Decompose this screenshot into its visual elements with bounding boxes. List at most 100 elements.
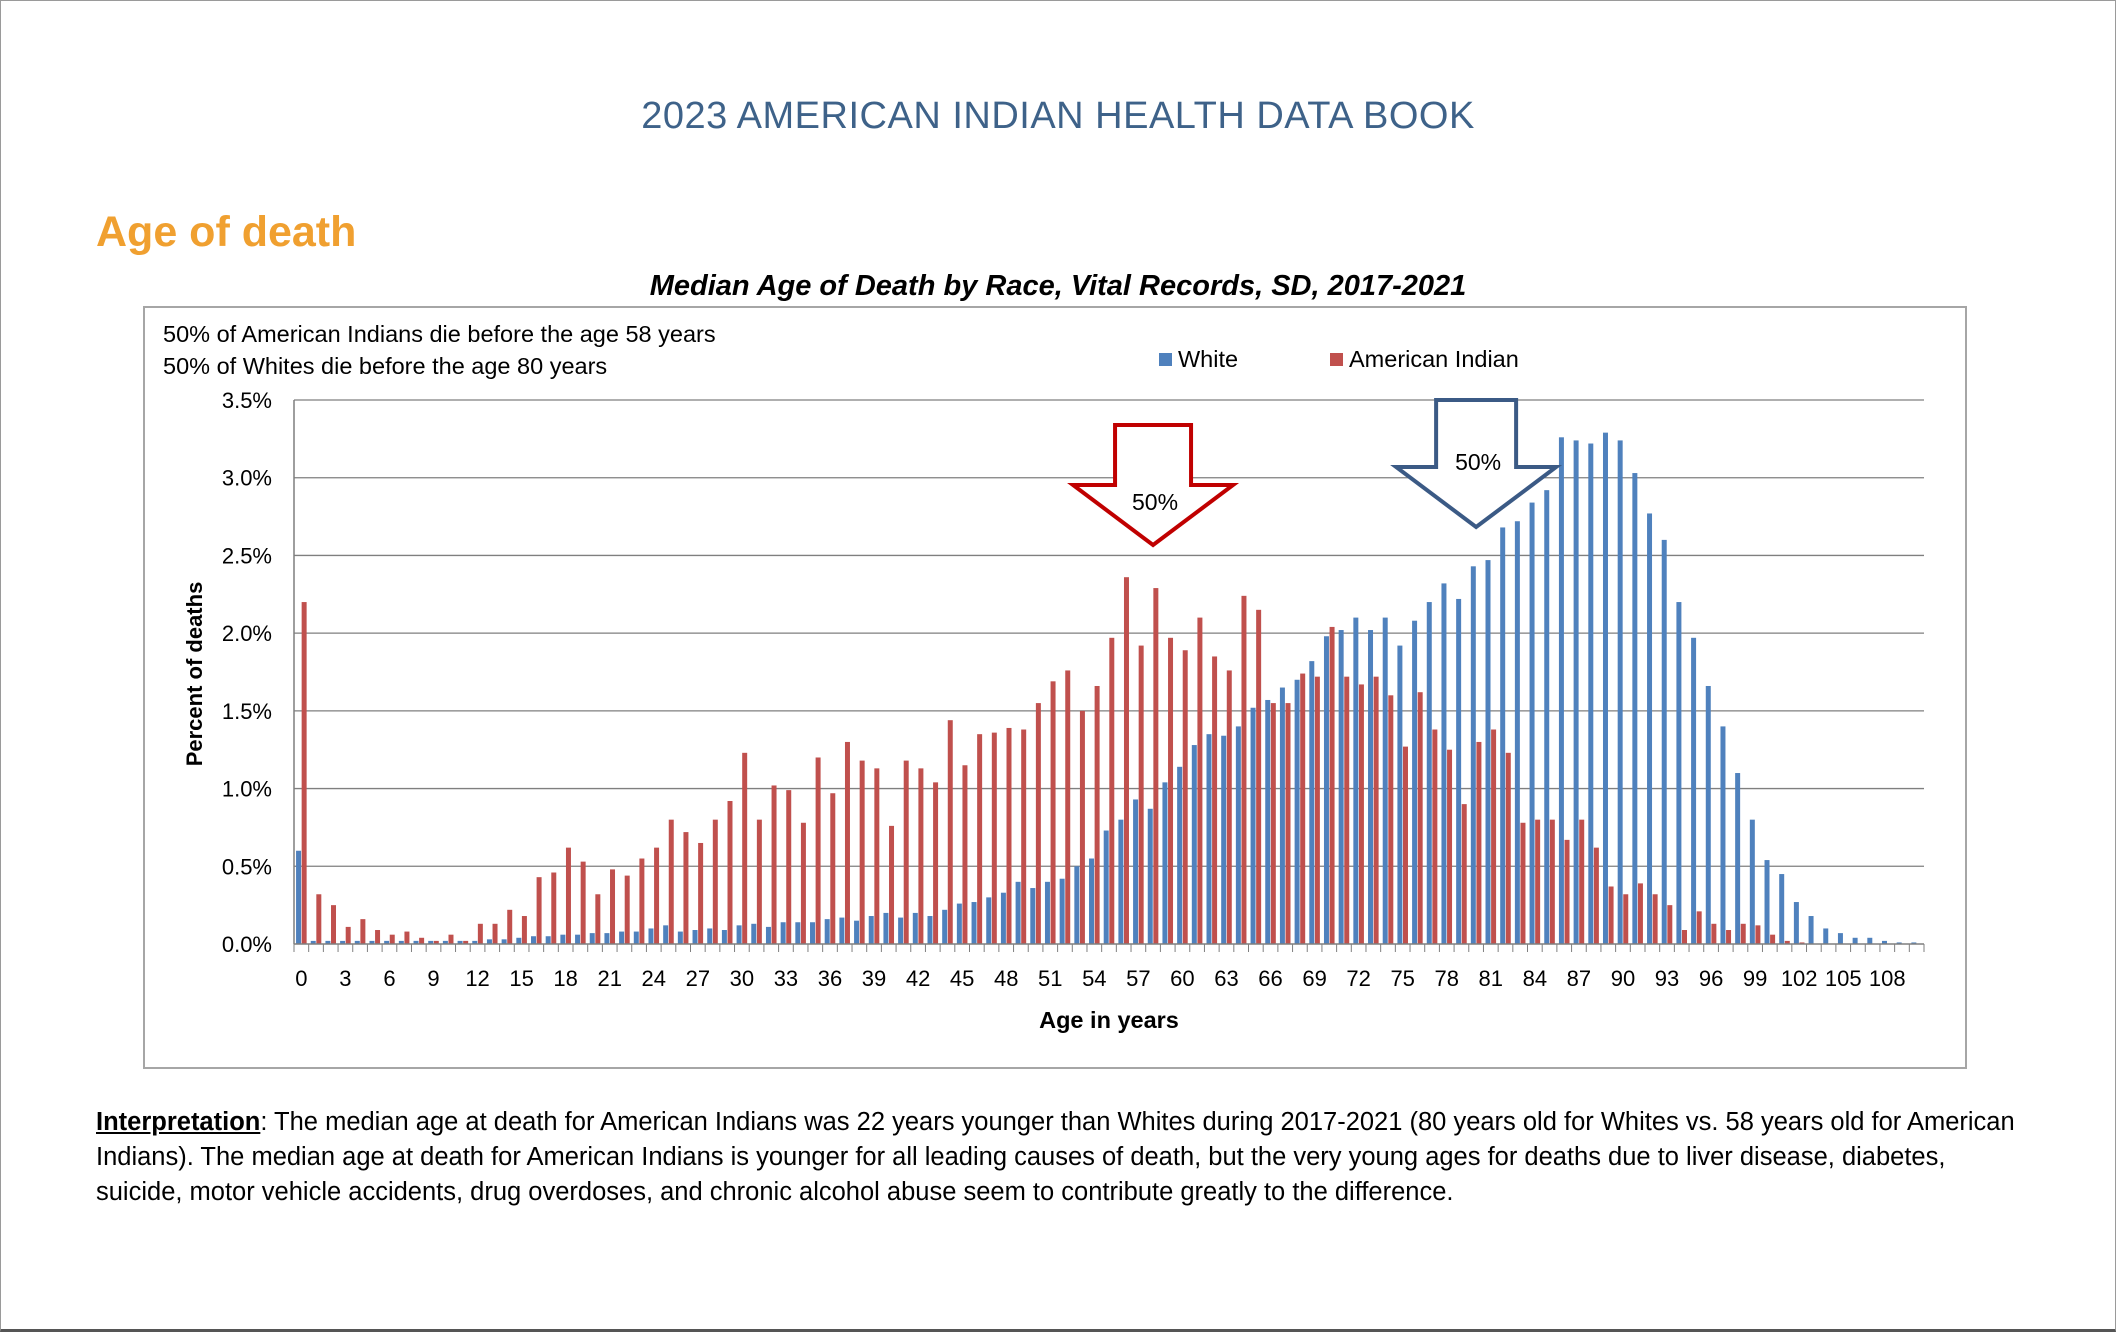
bar-white — [1588, 443, 1594, 944]
bar-american-indian — [1593, 847, 1599, 944]
bar-american-indian — [1079, 710, 1085, 944]
bar-american-indian — [1461, 804, 1467, 944]
bar-american-indian — [1696, 911, 1702, 944]
bar-white — [1896, 942, 1902, 944]
bar-white — [1030, 888, 1036, 944]
bar-american-indian — [1667, 905, 1673, 944]
bar-american-indian — [1770, 934, 1776, 944]
x-tick-label: 105 — [1825, 966, 1862, 991]
bar-white — [677, 931, 683, 944]
bar-white — [1177, 766, 1183, 944]
bar-american-indian — [316, 894, 322, 944]
bar-american-indian — [1623, 894, 1629, 944]
bar-american-indian — [1300, 673, 1306, 944]
legend-label-american-indian: American Indian — [1349, 346, 1519, 372]
bar-american-indian — [1784, 940, 1790, 944]
bar-white — [1529, 502, 1535, 944]
bar-white — [839, 917, 845, 944]
bar-white — [1338, 630, 1344, 944]
bar-white — [1602, 432, 1608, 944]
bar-white — [1074, 866, 1080, 944]
bar-white — [795, 922, 801, 944]
bar-white — [1118, 819, 1124, 944]
bar-american-indian — [536, 877, 542, 944]
bar-american-indian — [800, 822, 806, 944]
bar-white — [1323, 636, 1329, 944]
x-tick-label: 63 — [1214, 966, 1238, 991]
bar-white — [824, 919, 830, 944]
x-tick-label: 51 — [1038, 966, 1062, 991]
x-tick-label: 3 — [339, 966, 351, 991]
bar-white — [986, 897, 992, 944]
bar-white — [1265, 699, 1271, 944]
bar-american-indian — [962, 765, 968, 944]
document-header: 2023 AMERICAN INDIAN HEALTH DATA BOOK — [641, 95, 1475, 137]
bar-american-indian — [1432, 729, 1438, 944]
x-tick-label: 81 — [1479, 966, 1503, 991]
bar-american-indian — [1373, 676, 1379, 944]
bar-american-indian — [492, 923, 498, 944]
bar-american-indian — [419, 937, 425, 944]
bar-american-indian — [1447, 749, 1453, 944]
bar-white — [854, 920, 860, 944]
bar-american-indian — [889, 825, 895, 944]
x-tick-label: 9 — [427, 966, 439, 991]
y-tick-label: 2.0% — [222, 621, 272, 646]
bar-white — [663, 925, 669, 944]
bar-white — [1426, 602, 1432, 944]
x-tick-label: 12 — [465, 966, 489, 991]
x-tick-label: 24 — [642, 966, 666, 991]
bar-white — [912, 912, 918, 944]
legend: White American Indian — [1159, 346, 1519, 372]
bar-american-indian — [463, 940, 469, 944]
bar-american-indian — [1153, 588, 1159, 944]
bar-american-indian — [448, 934, 454, 944]
bar-white — [1558, 437, 1564, 944]
bar-white — [1647, 513, 1653, 944]
bar-white — [1279, 687, 1285, 944]
x-tick-label: 78 — [1435, 966, 1459, 991]
bar-white — [486, 939, 492, 944]
bar-white — [310, 940, 316, 944]
bar-american-indian — [844, 741, 850, 944]
x-tick-label: 0 — [295, 966, 307, 991]
bar-white — [1881, 940, 1887, 944]
bar-american-indian — [1226, 670, 1232, 944]
chart-title: Median Age of Death by Race, Vital Recor… — [649, 270, 1467, 302]
bar-american-indian — [433, 940, 439, 944]
bar-american-indian — [742, 752, 748, 944]
bar-american-indian — [610, 869, 616, 944]
bar-american-indian — [301, 602, 307, 944]
bar-white — [1397, 645, 1403, 944]
bar-white — [1044, 881, 1050, 944]
bar-american-indian — [1094, 685, 1100, 944]
bar-white — [1485, 560, 1491, 944]
bar-white — [942, 909, 948, 944]
x-tick-label: 30 — [730, 966, 754, 991]
bar-white — [1162, 782, 1168, 944]
x-tick-label: 93 — [1655, 966, 1679, 991]
bar-american-indian — [1388, 695, 1394, 944]
bar-american-indian — [727, 801, 733, 944]
x-tick-label: 60 — [1170, 966, 1194, 991]
bar-american-indian — [698, 842, 704, 944]
bar-white — [810, 922, 816, 944]
bar-american-indian — [1314, 676, 1320, 944]
bar-american-indian — [918, 768, 924, 944]
median-arrow-label: 50% — [1132, 489, 1178, 515]
bar-white — [457, 940, 463, 944]
bar-american-indian — [345, 926, 351, 944]
section-title: Age of death — [96, 208, 357, 256]
bar-american-indian — [595, 894, 601, 944]
x-tick-label: 57 — [1126, 966, 1150, 991]
bar-white — [1837, 933, 1843, 944]
bar-american-indian — [1358, 684, 1364, 944]
bar-american-indian — [1711, 923, 1717, 944]
bar-white — [575, 934, 581, 944]
bar-american-indian — [1564, 839, 1570, 944]
bar-american-indian — [933, 782, 939, 944]
legend-swatch-american-indian — [1330, 353, 1343, 366]
bar-american-indian — [1402, 746, 1408, 944]
bar-white — [531, 936, 536, 944]
